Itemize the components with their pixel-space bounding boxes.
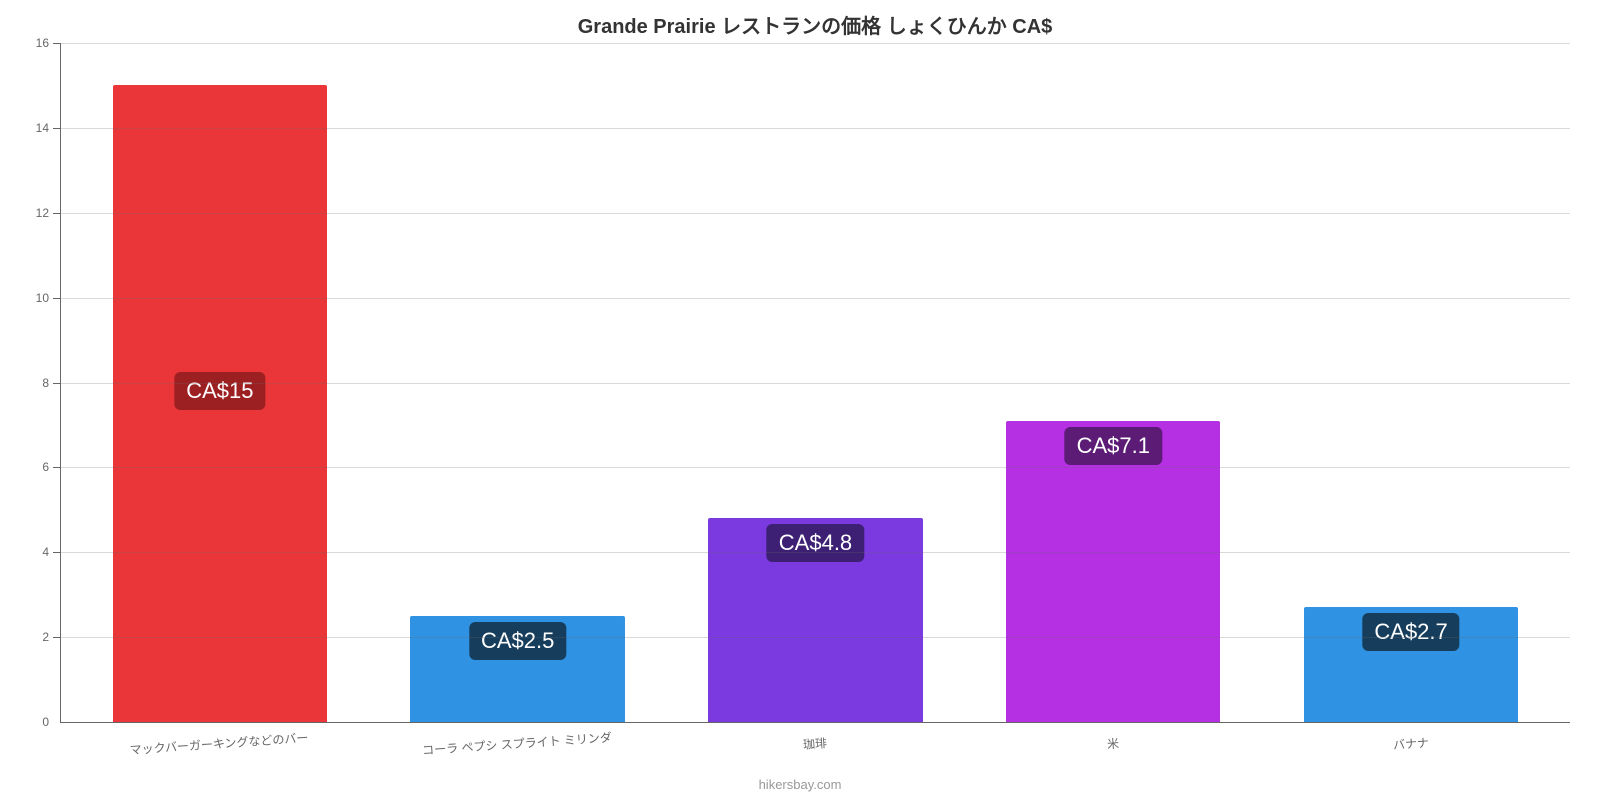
gridline (61, 298, 1570, 299)
bar-value-label: CA$2.5 (469, 622, 566, 660)
x-axis-label: マックバーガーキングなどのバー (70, 725, 368, 763)
x-axis-labels: マックバーガーキングなどのバーコーラ ペプシ スプライト ミリンダ珈琲米バナナ (60, 735, 1570, 752)
gridline (61, 637, 1570, 638)
bar-value-label: CA$4.8 (767, 524, 864, 562)
y-tick-label: 8 (42, 376, 61, 390)
y-tick-label: 4 (42, 545, 61, 559)
chart-title: Grande Prairie レストランの価格 しょくひんか CA$ (60, 10, 1570, 39)
price-bar-chart: Grande Prairie レストランの価格 しょくひんか CA$ CA$15… (0, 0, 1600, 800)
y-tick-label: 16 (36, 36, 61, 50)
x-axis-label: バナナ (1262, 725, 1560, 763)
bar: CA$2.7 (1304, 607, 1518, 722)
y-tick-label: 0 (42, 715, 61, 729)
gridline (61, 383, 1570, 384)
bar: CA$7.1 (1006, 421, 1220, 722)
x-axis-label: コーラ ペプシ スプライト ミリンダ (368, 725, 666, 763)
y-tick-label: 14 (36, 121, 61, 135)
gridline (61, 128, 1570, 129)
bar-value-label: CA$7.1 (1065, 427, 1162, 465)
y-tick-label: 6 (42, 460, 61, 474)
x-axis-label: 米 (964, 725, 1262, 763)
y-tick-label: 2 (42, 630, 61, 644)
gridline (61, 552, 1570, 553)
bar: CA$15 (113, 85, 327, 722)
bar-value-label: CA$2.7 (1362, 613, 1459, 651)
x-axis-label: 珈琲 (666, 725, 964, 763)
plot-area: CA$15CA$2.5CA$4.8CA$7.1CA$2.7 0246810121… (60, 43, 1570, 723)
bar: CA$2.5 (410, 616, 624, 722)
attribution-text: hikersbay.com (0, 777, 1600, 792)
gridline (61, 43, 1570, 44)
y-tick-label: 12 (36, 206, 61, 220)
gridline (61, 467, 1570, 468)
bar-value-label: CA$15 (174, 372, 265, 410)
gridline (61, 213, 1570, 214)
y-tick-label: 10 (36, 291, 61, 305)
bar: CA$4.8 (708, 518, 922, 722)
